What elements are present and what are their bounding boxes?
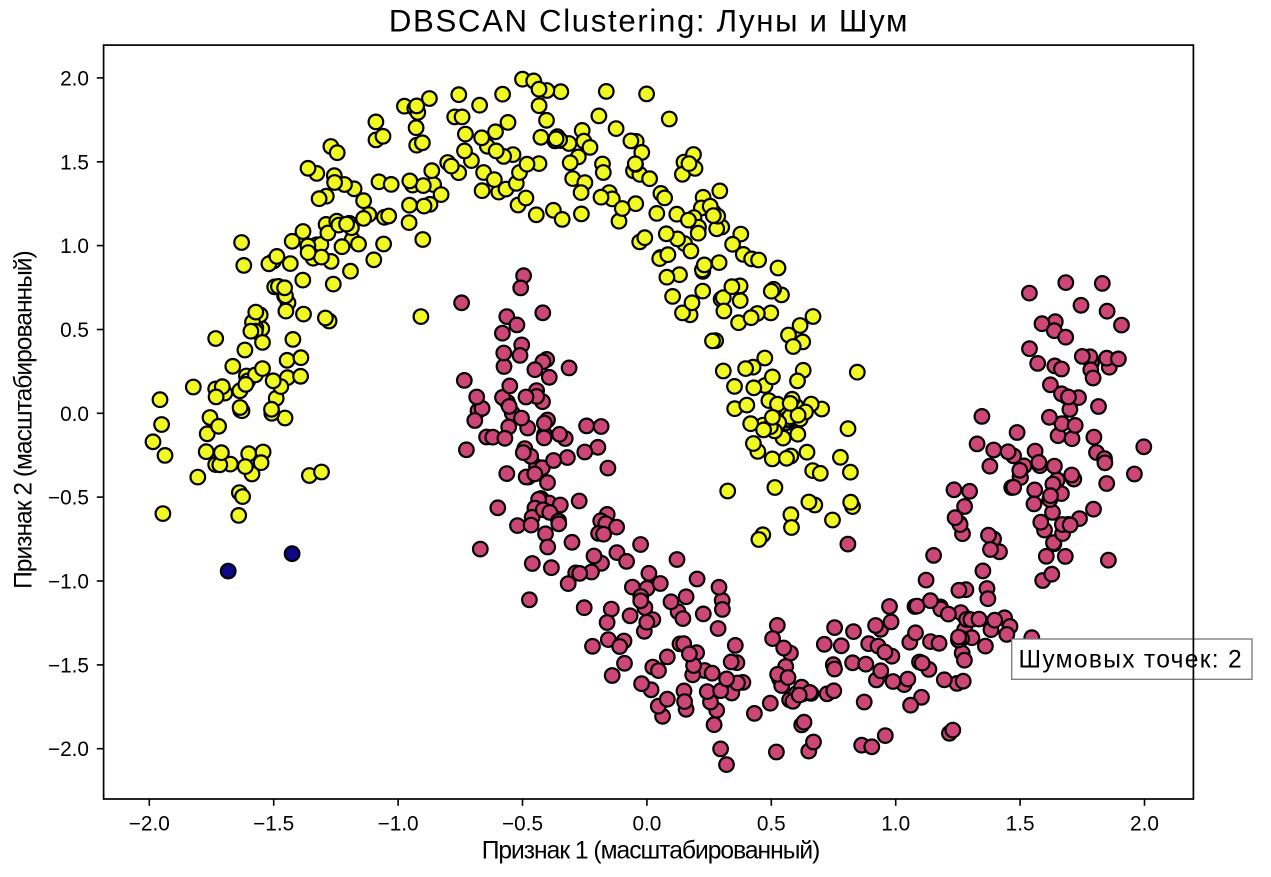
svg-text:−2.0: −2.0: [129, 813, 170, 836]
svg-text:−1.5: −1.5: [253, 813, 294, 836]
svg-text:0.0: 0.0: [632, 813, 661, 836]
svg-text:−1.0: −1.0: [378, 813, 419, 836]
svg-text:1.0: 1.0: [60, 235, 89, 258]
svg-text:2.0: 2.0: [60, 67, 89, 90]
svg-text:0.5: 0.5: [60, 319, 89, 342]
svg-text:1.5: 1.5: [60, 151, 89, 174]
svg-text:0.0: 0.0: [60, 403, 89, 426]
svg-text:DBSCAN Clustering: Луны и Шум: DBSCAN Clustering: Луны и Шум: [389, 3, 909, 38]
svg-text:1.0: 1.0: [881, 813, 910, 836]
svg-text:−0.5: −0.5: [48, 487, 89, 510]
svg-text:Признак 1 (масштабированный): Признак 1 (масштабированный): [482, 837, 820, 864]
svg-text:Шумовых точек: 2: Шумовых точек: 2: [1019, 647, 1244, 674]
svg-text:−1.0: −1.0: [48, 571, 89, 594]
svg-text:2.0: 2.0: [1130, 813, 1159, 836]
svg-text:Признак 2 (масштабированный): Признак 2 (масштабированный): [11, 251, 38, 589]
svg-text:−1.5: −1.5: [48, 654, 89, 677]
svg-text:−0.5: −0.5: [502, 813, 543, 836]
svg-text:−2.0: −2.0: [48, 738, 89, 761]
svg-text:1.5: 1.5: [1006, 813, 1035, 836]
svg-text:0.5: 0.5: [757, 813, 786, 836]
